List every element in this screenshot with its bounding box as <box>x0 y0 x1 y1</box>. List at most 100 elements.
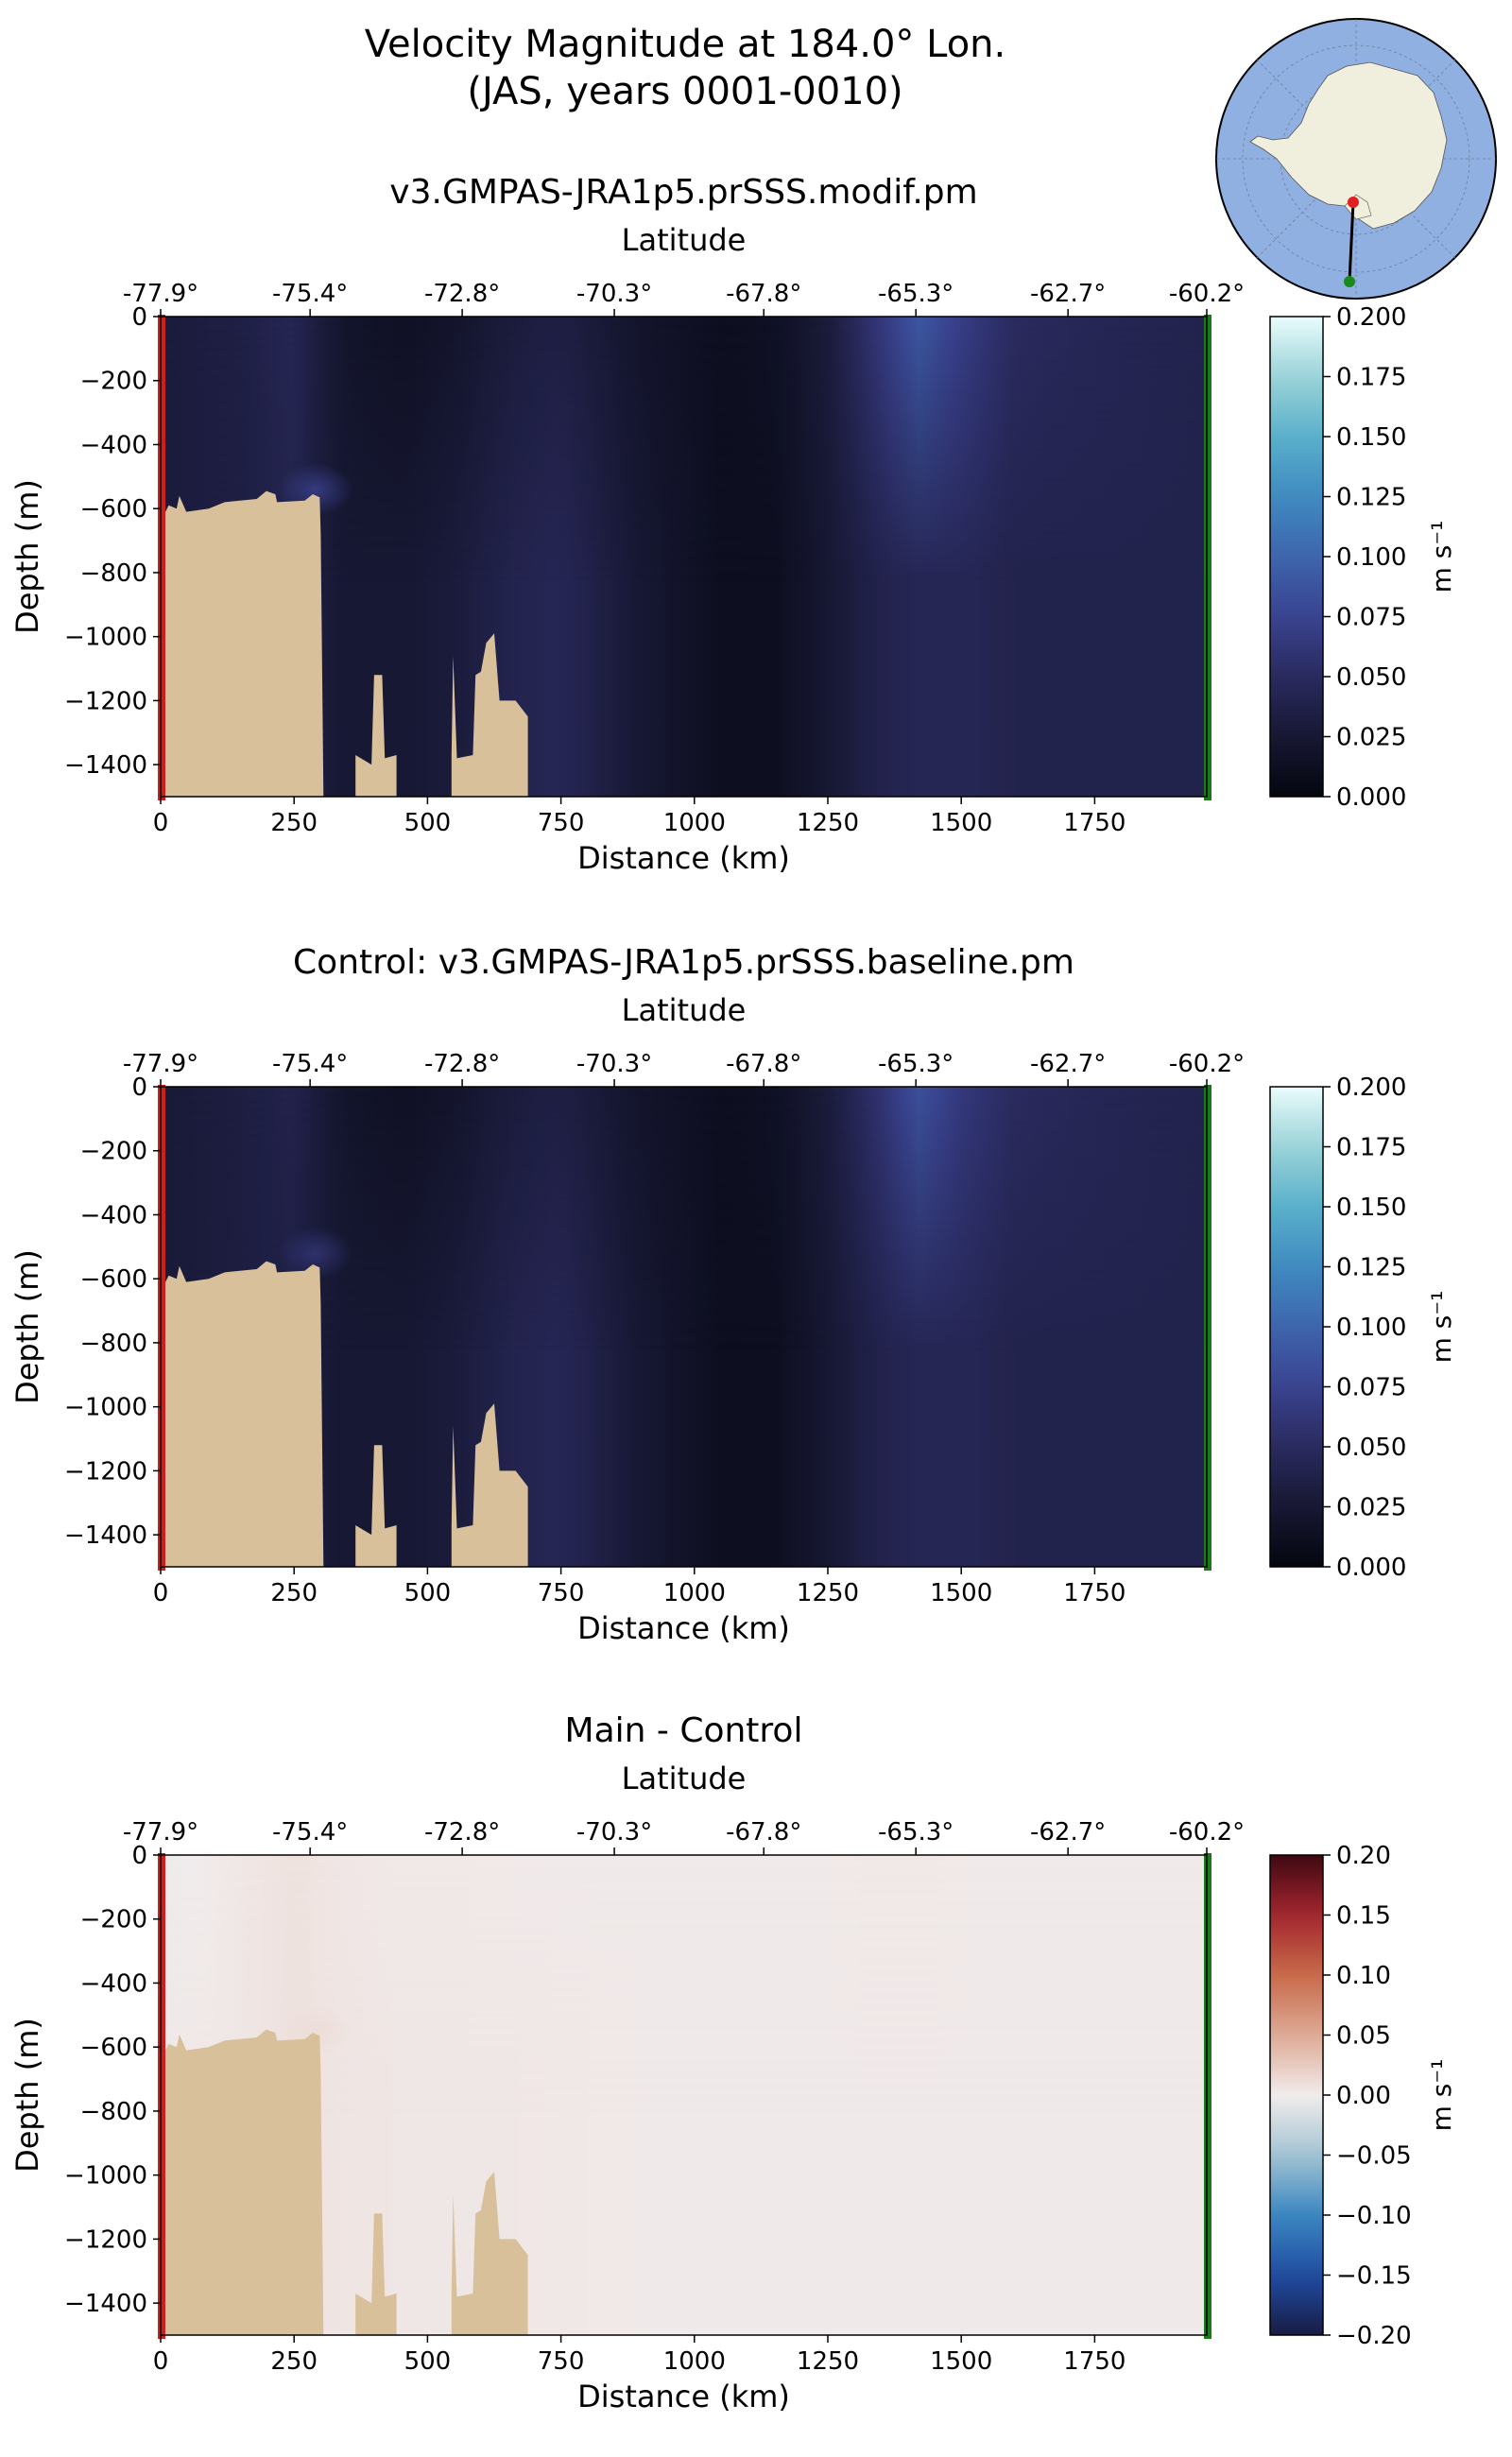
colorbar-tick-label: 0.175 <box>1336 1134 1406 1162</box>
colorbar-tick-label: −0.10 <box>1336 2202 1412 2230</box>
y-tick-label: −1400 <box>64 751 147 780</box>
y-tick-label: −200 <box>80 368 147 396</box>
panel-title: v3.GMPAS-JRA1p5.prSSS.modif.pm <box>389 173 977 212</box>
lat-tick-label: -70.3° <box>576 1050 652 1078</box>
x-tick-label: 1500 <box>930 2347 992 2376</box>
x-tick-label: 1000 <box>663 809 726 837</box>
y-tick-label: −800 <box>80 2098 147 2126</box>
lat-tick-label: -60.2° <box>1169 1050 1245 1078</box>
plot-frame <box>160 1854 1208 2336</box>
lat-tick-label: -72.8° <box>424 1050 500 1078</box>
latitude-axis-label: Latitude <box>622 1761 747 1796</box>
lat-tick-label: -70.3° <box>576 280 652 308</box>
y-tick-label: −1200 <box>64 1457 147 1486</box>
y-tick-label: −1000 <box>64 2162 147 2191</box>
colorbar-tick-label: 0.175 <box>1336 364 1406 392</box>
lat-tick-label: -72.8° <box>424 1818 500 1847</box>
y-tick-label: −600 <box>80 495 147 524</box>
plot-frame <box>160 316 1208 798</box>
y-tick-label: 0 <box>131 1842 147 1870</box>
lat-tick-label: -60.2° <box>1169 280 1245 308</box>
x-tick-label: 1750 <box>1063 2347 1125 2376</box>
lat-tick-label: -70.3° <box>576 1818 652 1847</box>
y-tick-label: −1400 <box>64 2290 147 2318</box>
lat-tick-label: -77.9° <box>123 1818 198 1847</box>
x-tick-label: 1250 <box>797 809 859 837</box>
lat-tick-label: -75.4° <box>272 1050 348 1078</box>
colorbar-tick-label: 0.200 <box>1336 1074 1406 1102</box>
panel-1: v3.GMPAS-JRA1p5.prSSS.modif.pm Latitude 0 2… <box>9 173 1457 876</box>
y-tick-label: 0 <box>131 1074 147 1102</box>
x-tick-label: 1750 <box>1063 1579 1125 1607</box>
colorbar-label: m s⁻¹ <box>1426 1291 1457 1364</box>
x-tick-label: 1250 <box>797 2347 859 2376</box>
colorbar-tick-label: 0.000 <box>1336 783 1406 812</box>
x-tick-label: 750 <box>538 1579 585 1607</box>
x-tick-label: 1750 <box>1063 809 1125 837</box>
lat-tick-label: -75.4° <box>272 280 348 308</box>
colorbar <box>1269 316 1324 798</box>
colorbar-tick-label: 0.025 <box>1336 1494 1406 1522</box>
y-tick-label: −200 <box>80 1138 147 1166</box>
lat-tick-label: -77.9° <box>123 280 198 308</box>
lat-tick-label: -65.3° <box>878 280 954 308</box>
x-axis-label: Distance (km) <box>577 840 790 876</box>
colorbar-tick-label: 0.125 <box>1336 1254 1406 1282</box>
latitude-axis-label: Latitude <box>622 222 747 258</box>
y-tick-label: −600 <box>80 2034 147 2062</box>
lat-tick-label: -75.4° <box>272 1818 348 1847</box>
transect-line <box>1348 201 1355 283</box>
colorbar-tick-label: 0.05 <box>1336 2022 1391 2051</box>
y-tick-label: −800 <box>80 1330 147 1358</box>
lat-tick-label: -67.8° <box>726 1050 801 1078</box>
velocity-hotspot <box>277 1227 353 1280</box>
y-tick-label: −400 <box>80 1201 147 1229</box>
colorbar-tick-label: 0.100 <box>1336 543 1406 572</box>
x-tick-label: 0 <box>153 2347 169 2376</box>
lat-tick-label: -65.3° <box>878 1818 954 1847</box>
lat-tick-label: -72.8° <box>424 280 500 308</box>
bathymetry <box>161 490 528 797</box>
y-tick-label: −600 <box>80 1265 147 1294</box>
x-tick-label: 500 <box>404 1579 452 1607</box>
bathymetry <box>161 2029 528 2335</box>
colorbar-label: m s⁻¹ <box>1426 2059 1457 2132</box>
bathymetry <box>161 1261 528 1567</box>
colorbar-tick-label: 0.15 <box>1336 1902 1391 1931</box>
velocity-field-surface <box>161 1855 1207 2335</box>
y-tick-label: −1400 <box>64 1521 147 1550</box>
velocity-field-surface <box>161 317 1207 797</box>
x-tick-label: 250 <box>270 2347 318 2376</box>
colorbar-tick-label: 0.150 <box>1336 423 1406 452</box>
x-tick-label: 1500 <box>930 1579 992 1607</box>
colorbar-tick-label: 0.075 <box>1336 1374 1406 1402</box>
x-tick-label: 250 <box>270 809 318 837</box>
colorbar-label: m s⁻¹ <box>1426 521 1457 593</box>
colorbar <box>1269 1854 1324 2336</box>
colorbar-tick-label: 0.050 <box>1336 663 1406 692</box>
figure-subtitle: (JAS, years 0001-0010) <box>467 70 903 113</box>
latitude-axis-label: Latitude <box>622 992 747 1028</box>
x-tick-label: 500 <box>404 809 452 837</box>
plot-frame <box>160 1086 1208 1568</box>
transect-end-dot: end <box>1344 276 1355 287</box>
x-tick-label: 500 <box>404 2347 452 2376</box>
y-tick-label: −1000 <box>64 624 147 652</box>
colorbar-tick-label: 0.100 <box>1336 1314 1406 1342</box>
figure-title: Velocity Magnitude at 184.0° Lon. <box>364 23 1006 66</box>
lat-tick-label: -62.7° <box>1030 1050 1106 1078</box>
y-tick-label: 0 <box>131 303 147 332</box>
panel-title: Main - Control <box>565 1711 803 1750</box>
y-tick-label: −1200 <box>64 2225 147 2254</box>
colorbar-tick-label: 0.050 <box>1336 1434 1406 1462</box>
colorbar-tick-label: 0.10 <box>1336 1962 1391 1990</box>
lat-tick-label: -65.3° <box>878 1050 954 1078</box>
x-axis-label: Distance (km) <box>577 2379 790 2414</box>
antarctica-polar-map: start end <box>1215 18 1497 300</box>
transect-start-dot: start <box>1348 197 1359 208</box>
colorbar-tick-label: 0.200 <box>1336 303 1406 332</box>
y-tick-label: −400 <box>80 431 147 459</box>
colorbar-tick-label: 0.150 <box>1336 1194 1406 1222</box>
x-tick-label: 0 <box>153 1579 169 1607</box>
